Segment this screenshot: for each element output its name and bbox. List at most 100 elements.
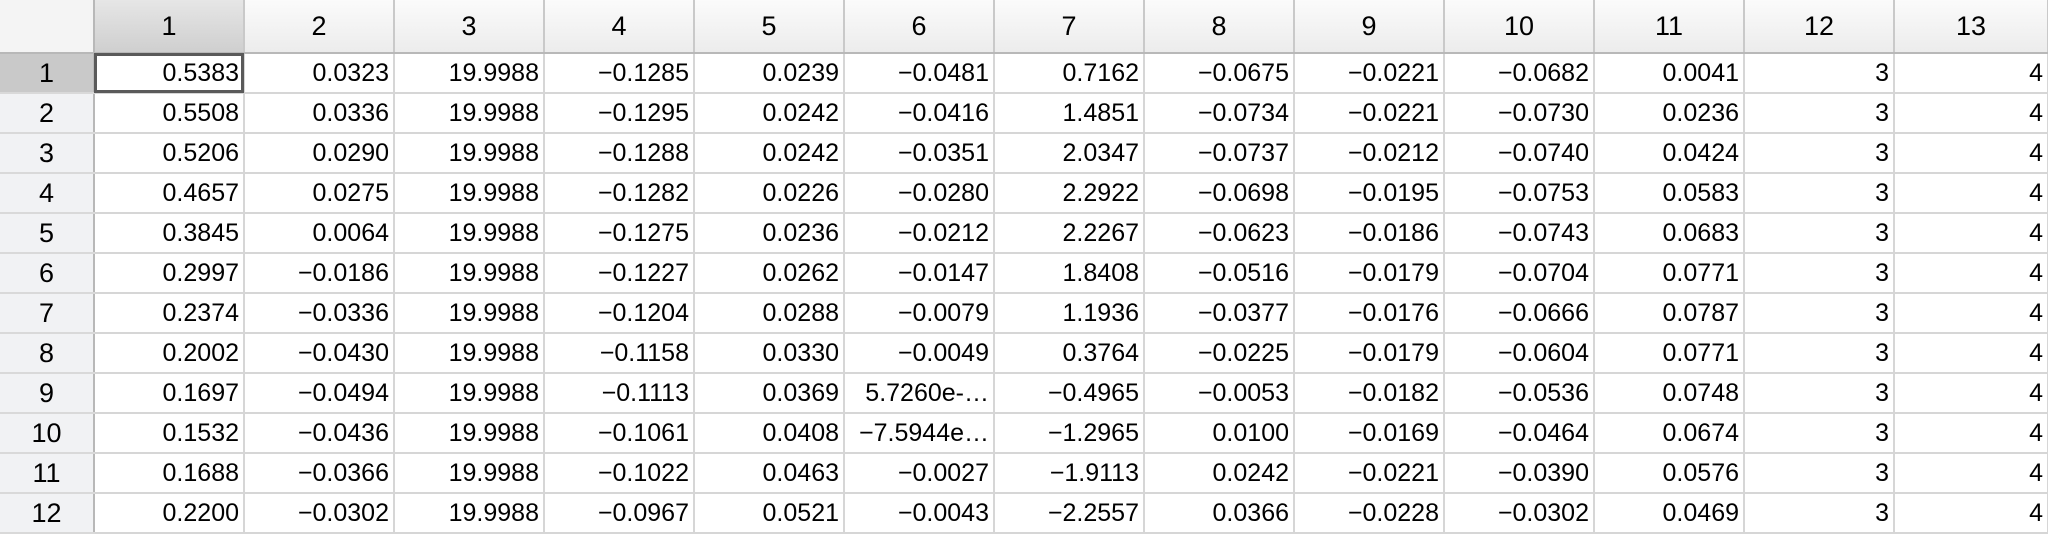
grid-cell[interactable]: 0.0290: [244, 133, 395, 174]
column-header-7[interactable]: 7: [994, 0, 1145, 54]
grid-cell[interactable]: −0.0027: [844, 453, 995, 494]
grid-cell[interactable]: −0.0666: [1444, 293, 1595, 334]
grid-cell[interactable]: 4: [1894, 373, 2048, 414]
grid-cell[interactable]: 2.2267: [994, 213, 1145, 254]
row-header-7[interactable]: 7: [0, 293, 95, 334]
grid-cell[interactable]: 0.0463: [694, 453, 845, 494]
column-header-11[interactable]: 11: [1594, 0, 1745, 54]
grid-cell[interactable]: 4: [1894, 213, 2048, 254]
grid-cell[interactable]: 0.0323: [244, 53, 395, 94]
grid-cell[interactable]: −0.0212: [844, 213, 995, 254]
grid-cell[interactable]: 0.0041: [1594, 53, 1745, 94]
grid-cell[interactable]: 0.5383: [94, 53, 245, 94]
grid-cell[interactable]: 3: [1744, 93, 1895, 134]
row-header-6[interactable]: 6: [0, 253, 95, 294]
grid-cell[interactable]: 5.7260e-…: [844, 373, 995, 414]
grid-cell[interactable]: 0.2200: [94, 493, 245, 534]
row-header-5[interactable]: 5: [0, 213, 95, 254]
grid-cell[interactable]: 4: [1894, 53, 2048, 94]
grid-cell[interactable]: 0.1688: [94, 453, 245, 494]
grid-cell[interactable]: 0.0242: [1144, 453, 1295, 494]
grid-cell[interactable]: 0.0583: [1594, 173, 1745, 214]
grid-cell[interactable]: −0.0351: [844, 133, 995, 174]
row-header-11[interactable]: 11: [0, 453, 95, 494]
grid-cell[interactable]: −0.0176: [1294, 293, 1445, 334]
grid-cell[interactable]: 0.0748: [1594, 373, 1745, 414]
grid-cell[interactable]: 2.0347: [994, 133, 1145, 174]
grid-cell[interactable]: −0.0280: [844, 173, 995, 214]
column-header-2[interactable]: 2: [244, 0, 395, 54]
grid-cell[interactable]: −0.0743: [1444, 213, 1595, 254]
grid-cell[interactable]: −0.4965: [994, 373, 1145, 414]
grid-cell[interactable]: 0.0683: [1594, 213, 1745, 254]
column-header-1[interactable]: 1: [94, 0, 245, 54]
grid-cell[interactable]: 0.0366: [1144, 493, 1295, 534]
grid-cell[interactable]: −0.0682: [1444, 53, 1595, 94]
grid-cell[interactable]: −0.0179: [1294, 253, 1445, 294]
grid-cell[interactable]: −0.1204: [544, 293, 695, 334]
grid-cell[interactable]: 0.7162: [994, 53, 1145, 94]
grid-cell[interactable]: 3: [1744, 133, 1895, 174]
grid-cell[interactable]: −0.0481: [844, 53, 995, 94]
column-header-6[interactable]: 6: [844, 0, 995, 54]
grid-cell[interactable]: 3: [1744, 493, 1895, 534]
grid-cell[interactable]: −0.0221: [1294, 453, 1445, 494]
grid-cell[interactable]: 0.0236: [694, 213, 845, 254]
grid-cell[interactable]: 0.0787: [1594, 293, 1745, 334]
grid-cell[interactable]: −0.1285: [544, 53, 695, 94]
grid-cell[interactable]: 0.4657: [94, 173, 245, 214]
grid-cell[interactable]: −0.0366: [244, 453, 395, 494]
grid-cell[interactable]: −1.2965: [994, 413, 1145, 454]
row-header-10[interactable]: 10: [0, 413, 95, 454]
select-all-corner[interactable]: [0, 0, 95, 54]
grid-cell[interactable]: 0.0226: [694, 173, 845, 214]
grid-cell[interactable]: −0.0182: [1294, 373, 1445, 414]
grid-cell[interactable]: 1.1936: [994, 293, 1145, 334]
grid-cell[interactable]: −0.0730: [1444, 93, 1595, 134]
grid-cell[interactable]: 0.0288: [694, 293, 845, 334]
grid-cell[interactable]: 0.2002: [94, 333, 245, 374]
grid-cell[interactable]: −0.0967: [544, 493, 695, 534]
grid-cell[interactable]: 0.0242: [694, 133, 845, 174]
grid-cell[interactable]: −0.0043: [844, 493, 995, 534]
grid-cell[interactable]: 19.9988: [394, 333, 545, 374]
grid-cell[interactable]: 19.9988: [394, 173, 545, 214]
grid-cell[interactable]: 3: [1744, 293, 1895, 334]
grid-cell[interactable]: 19.9988: [394, 493, 545, 534]
grid-cell[interactable]: 0.0100: [1144, 413, 1295, 454]
grid-cell[interactable]: 0.0330: [694, 333, 845, 374]
grid-cell[interactable]: −0.1288: [544, 133, 695, 174]
grid-cell[interactable]: −0.0195: [1294, 173, 1445, 214]
grid-cell[interactable]: −0.0390: [1444, 453, 1595, 494]
grid-cell[interactable]: −0.0336: [244, 293, 395, 334]
grid-cell[interactable]: 19.9988: [394, 93, 545, 134]
grid-cell[interactable]: 0.0275: [244, 173, 395, 214]
row-header-4[interactable]: 4: [0, 173, 95, 214]
grid-cell[interactable]: −0.0221: [1294, 93, 1445, 134]
grid-cell[interactable]: 0.0424: [1594, 133, 1745, 174]
grid-cell[interactable]: 0.0064: [244, 213, 395, 254]
grid-cell[interactable]: 0.0336: [244, 93, 395, 134]
grid-cell[interactable]: −0.0079: [844, 293, 995, 334]
grid-cell[interactable]: 2.2922: [994, 173, 1145, 214]
column-header-10[interactable]: 10: [1444, 0, 1595, 54]
grid-cell[interactable]: −0.0186: [244, 253, 395, 294]
grid-cell[interactable]: 0.0576: [1594, 453, 1745, 494]
grid-cell[interactable]: 4: [1894, 253, 2048, 294]
grid-cell[interactable]: 3: [1744, 333, 1895, 374]
row-header-12[interactable]: 12: [0, 493, 95, 534]
grid-cell[interactable]: 3: [1744, 453, 1895, 494]
grid-cell[interactable]: −2.2557: [994, 493, 1145, 534]
grid-cell[interactable]: 19.9988: [394, 453, 545, 494]
column-header-8[interactable]: 8: [1144, 0, 1295, 54]
column-header-9[interactable]: 9: [1294, 0, 1445, 54]
grid-cell[interactable]: 19.9988: [394, 133, 545, 174]
grid-cell[interactable]: −0.0179: [1294, 333, 1445, 374]
grid-cell[interactable]: 0.0369: [694, 373, 845, 414]
grid-cell[interactable]: −0.0302: [244, 493, 395, 534]
grid-cell[interactable]: −0.1061: [544, 413, 695, 454]
grid-cell[interactable]: −0.0464: [1444, 413, 1595, 454]
grid-cell[interactable]: 3: [1744, 373, 1895, 414]
grid-cell[interactable]: −0.1282: [544, 173, 695, 214]
grid-cell[interactable]: −0.1295: [544, 93, 695, 134]
